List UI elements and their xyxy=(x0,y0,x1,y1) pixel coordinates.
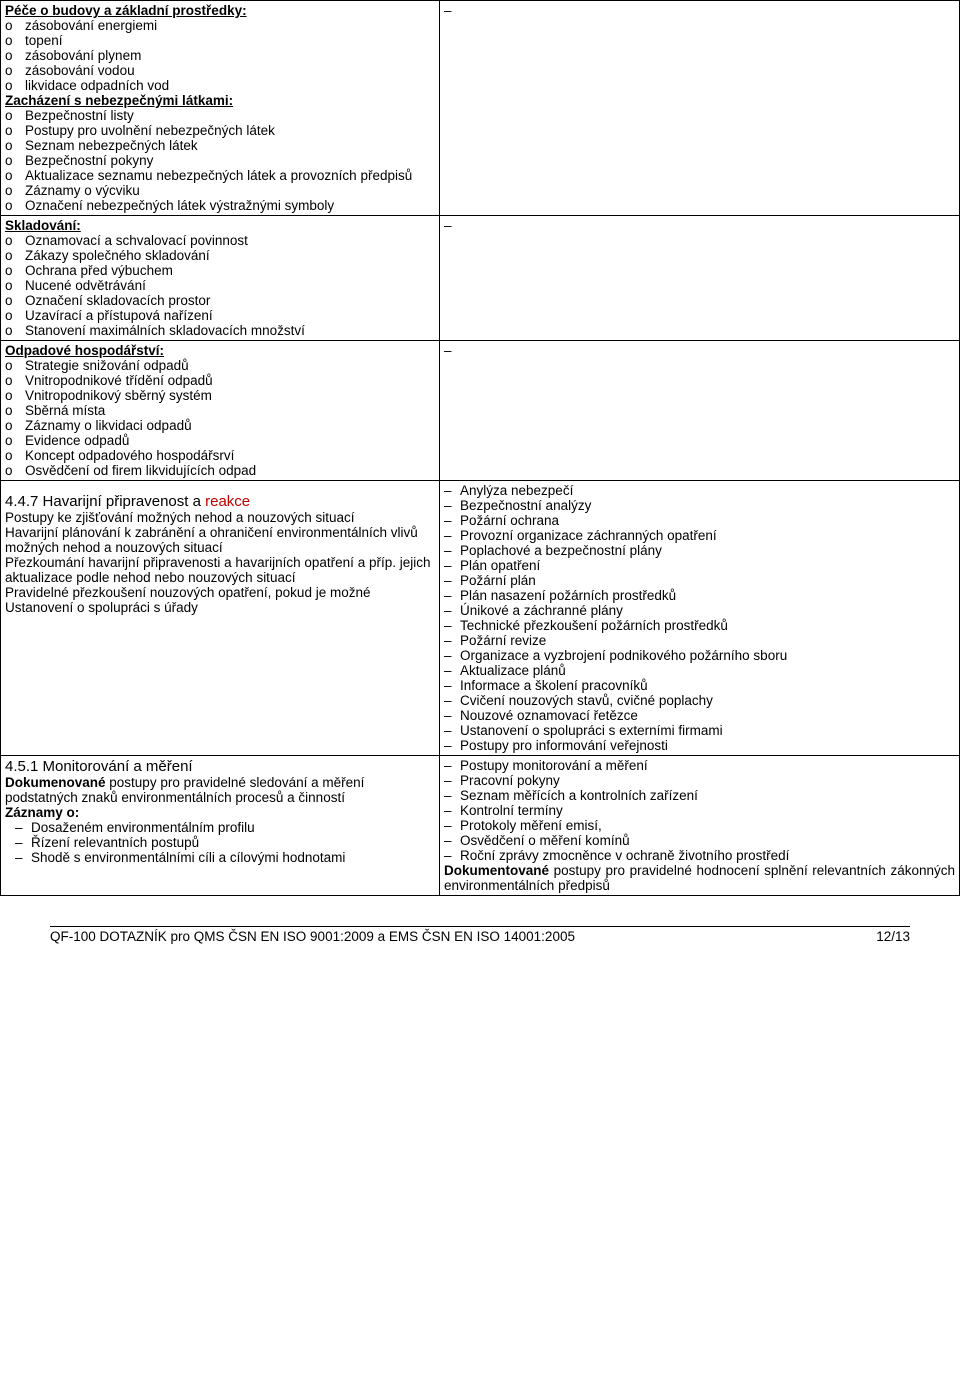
havarijni-right-item: –Informace a školení pracovníků xyxy=(444,678,955,693)
budovy-item: olikvidace odpadních vod xyxy=(5,78,435,93)
row-odpadove-left: Odpadové hospodářství: oStrategie snižov… xyxy=(1,341,440,481)
latky-item: oPostupy pro uvolnění nebezpečných látek xyxy=(5,123,435,138)
budovy-title: Péče o budovy a základní prostředky: xyxy=(5,3,435,18)
skladovani-item: oOznačení skladovacích prostor xyxy=(5,293,435,308)
odpadove-item: oZáznamy o likvidaci odpadů xyxy=(5,418,435,433)
monitor-right-item: –Postupy monitorování a měření xyxy=(444,758,955,773)
havarijni-body-para: Pravidelné přezkoušení nouzových opatřen… xyxy=(5,585,435,600)
havarijni-right-item: –Technické přezkoušení požárních prostře… xyxy=(444,618,955,633)
footer-page: 12/13 xyxy=(876,929,910,944)
budovy-item: ozásobování energiemi xyxy=(5,18,435,33)
havarijni-right-item: –Provozní organizace záchranných opatřen… xyxy=(444,528,955,543)
monitor-zaznamy-item: –Shodě s environmentálními cíli a cílový… xyxy=(5,850,435,865)
havarijni-right-item: –Postupy pro informování veřejnosti xyxy=(444,738,955,753)
monitor-right-item: –Protokoly měření emisí, xyxy=(444,818,955,833)
monitor-right-item: –Roční zprávy zmocněnce v ochraně životn… xyxy=(444,848,955,863)
row-skladovani-left: Skladování: oOznamovací a schvalovací po… xyxy=(1,216,440,341)
havarijni-right-item: –Požární ochrana xyxy=(444,513,955,528)
havarijni-right-item: –Ustanovení o spolupráci s externími fir… xyxy=(444,723,955,738)
latky-item: oSeznam nebezpečných látek xyxy=(5,138,435,153)
skladovani-item: oUzavírací a přístupová nařízení xyxy=(5,308,435,323)
row-skladovani-right: – xyxy=(440,216,960,341)
havarijni-body-para: Přezkoumání havarijní připravenosti a ha… xyxy=(5,555,435,585)
odpadove-item: oVnitropodnikové třídění odpadů xyxy=(5,373,435,388)
latky-item: oBezpečnostní listy xyxy=(5,108,435,123)
latky-item: oOznačení nebezpečných látek výstražnými… xyxy=(5,198,435,213)
page-footer: QF-100 DOTAZNÍK pro QMS ČSN EN ISO 9001:… xyxy=(0,926,960,944)
havarijni-right-item: –Cvičení nouzových stavů, cvičné poplach… xyxy=(444,693,955,708)
skladovani-item: oOznamovací a schvalovací povinnost xyxy=(5,233,435,248)
monitor-doc-line: Dokumentované postupy pro pravidelné hod… xyxy=(444,863,955,893)
row-odpadove-right: – xyxy=(440,341,960,481)
havarijni-right-item: –Plán opatření xyxy=(444,558,955,573)
zaznamy-label: Záznamy o: xyxy=(5,805,435,820)
latky-item: oZáznamy o výcviku xyxy=(5,183,435,198)
skladovani-item: oOchrana před výbuchem xyxy=(5,263,435,278)
monitor-intro: Dokumenované postupy pro pravidelné sled… xyxy=(5,775,435,805)
odpadove-item: oOsvědčení od firem likvidujících odpad xyxy=(5,463,435,478)
havarijni-right-item: –Požární revize xyxy=(444,633,955,648)
latky-item: oAktualizace seznamu nebezpečných látek … xyxy=(5,168,435,183)
odpadove-item: oVnitropodnikový sběrný systém xyxy=(5,388,435,403)
odpadove-item: oStrategie snižování odpadů xyxy=(5,358,435,373)
row-monitor-right: –Postupy monitorování a měření–Pracovní … xyxy=(440,756,960,896)
budovy-item: ozásobování vodou xyxy=(5,63,435,78)
row-havarijni-right: –Anylýza nebezpečí–Bezpečnostní analýzy–… xyxy=(440,481,960,756)
havarijni-right-item: –Požární plán xyxy=(444,573,955,588)
havarijni-right-item: –Anylýza nebezpečí xyxy=(444,483,955,498)
monitor-zaznamy-item: –Dosaženém environmentálním profilu xyxy=(5,820,435,835)
odpadove-title: Odpadové hospodářství: xyxy=(5,343,435,358)
latky-title: Zacházení s nebezpečnými látkami: xyxy=(5,93,435,108)
footer-text: QF-100 DOTAZNÍK pro QMS ČSN EN ISO 9001:… xyxy=(50,929,575,944)
monitor-right-item: –Pracovní pokyny xyxy=(444,773,955,788)
monitor-heading: 4.5.1 Monitorování a měření xyxy=(5,758,435,775)
havarijni-right-item: –Bezpečnostní analýzy xyxy=(444,498,955,513)
havarijni-heading: 4.4.7 Havarijní připravenost a reakce xyxy=(5,493,435,510)
havarijni-body-para: Havarijní plánování k zabránění a ohrani… xyxy=(5,525,435,555)
havarijni-right-item: –Organizace a vyzbrojení podnikového pož… xyxy=(444,648,955,663)
row-monitor-left: 4.5.1 Monitorování a měření Dokumenované… xyxy=(1,756,440,896)
budovy-item: ozásobování plynem xyxy=(5,48,435,63)
havarijni-right-item: –Plán nasazení požárních prostředků xyxy=(444,588,955,603)
latky-item: oBezpečnostní pokyny xyxy=(5,153,435,168)
skladovani-item: oZákazy společného skladování xyxy=(5,248,435,263)
odpadove-item: oKoncept odpadového hospodářsrví xyxy=(5,448,435,463)
havarijni-body-para: Postupy ke zjišťování možných nehod a no… xyxy=(5,510,435,525)
odpadove-item: oSběrná místa xyxy=(5,403,435,418)
budovy-item: otopení xyxy=(5,33,435,48)
row-havarijni-left: 4.4.7 Havarijní připravenost a reakce Po… xyxy=(1,481,440,756)
skladovani-item: oStanovení maximálních skladovacích množ… xyxy=(5,323,435,338)
row-budovy-right: – xyxy=(440,1,960,216)
monitor-right-item: –Kontrolní termíny xyxy=(444,803,955,818)
skladovani-item: oNucené odvětrávání xyxy=(5,278,435,293)
row-budovy-left: Péče o budovy a základní prostředky: ozá… xyxy=(1,1,440,216)
monitor-right-item: –Osvědčení o měření komínů xyxy=(444,833,955,848)
monitor-right-item: –Seznam měřících a kontrolních zařízení xyxy=(444,788,955,803)
havarijni-right-item: –Poplachové a bezpečnostní plány xyxy=(444,543,955,558)
havarijni-right-item: –Únikové a záchranné plány xyxy=(444,603,955,618)
odpadove-item: oEvidence odpadů xyxy=(5,433,435,448)
skladovani-title: Skladování: xyxy=(5,218,435,233)
havarijni-body-para: Ustanovení o spolupráci s úřady xyxy=(5,600,435,615)
havarijni-right-item: –Nouzové oznamovací řetězce xyxy=(444,708,955,723)
havarijni-right-item: –Aktualizace plánů xyxy=(444,663,955,678)
monitor-zaznamy-item: –Řízení relevantních postupů xyxy=(5,835,435,850)
